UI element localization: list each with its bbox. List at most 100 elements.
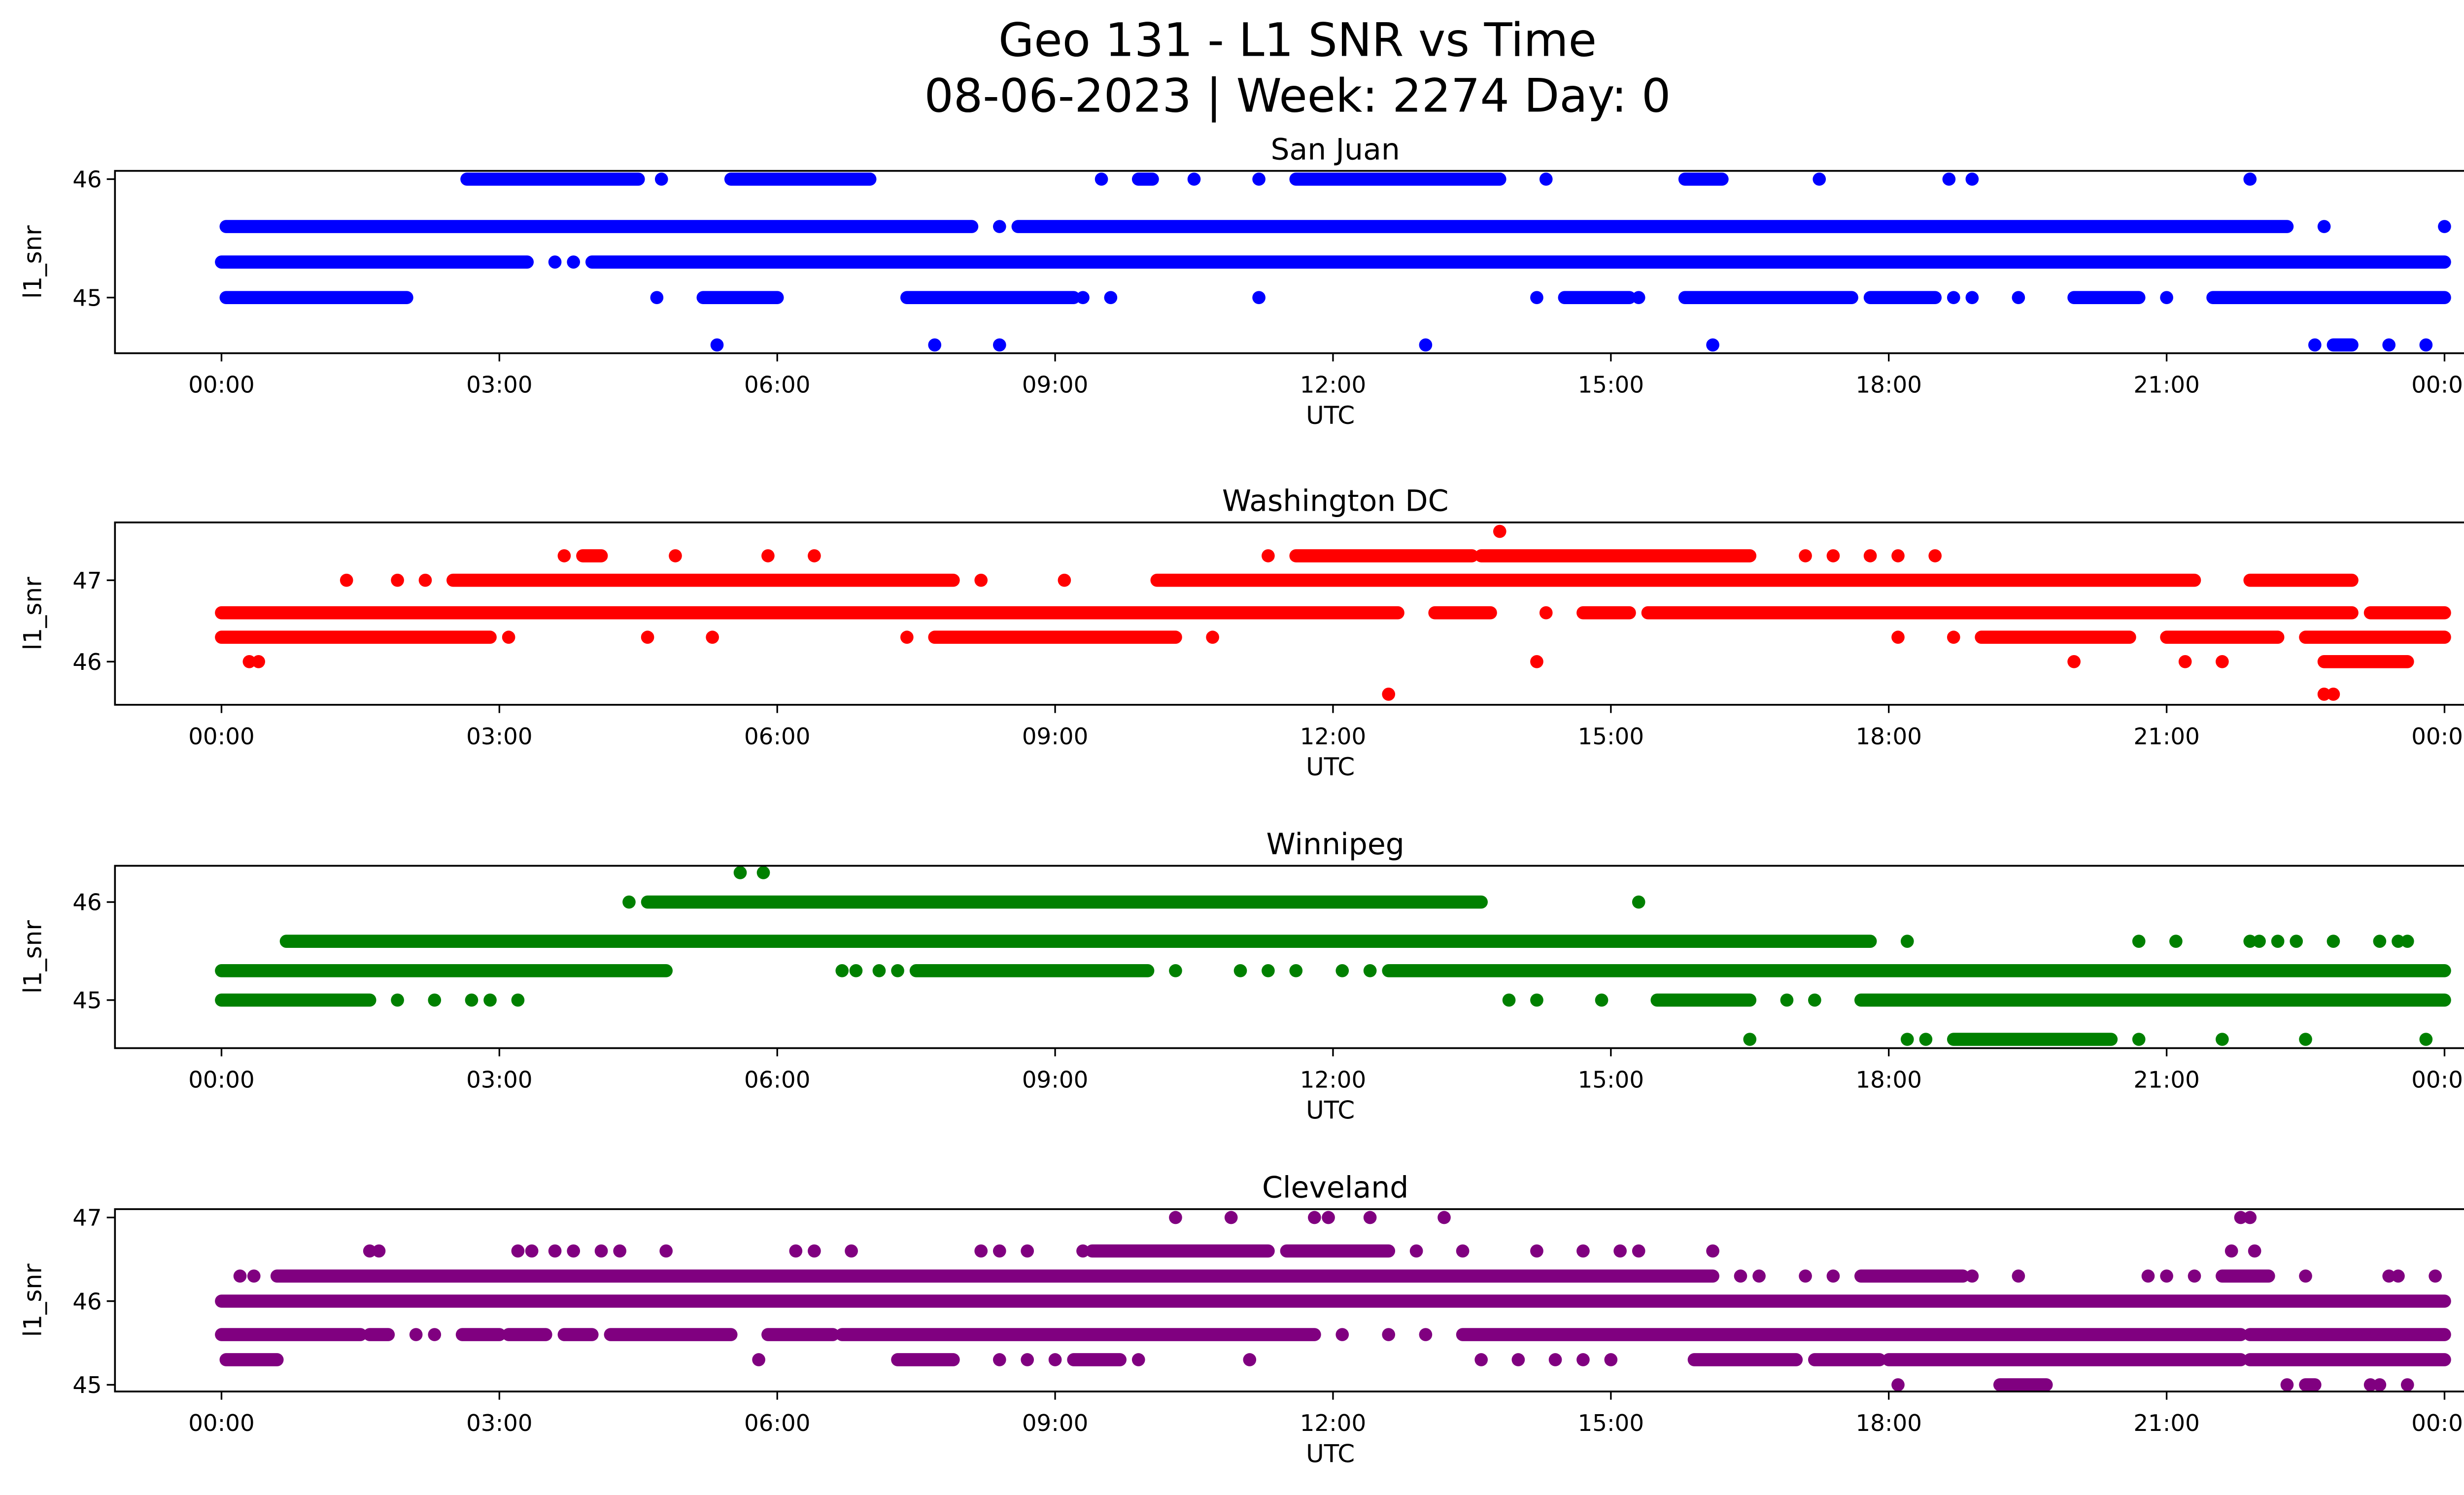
scatter-point-run bbox=[1131, 173, 1159, 186]
scatter-point bbox=[1780, 993, 1794, 1007]
scatter-point bbox=[2169, 935, 2183, 948]
scatter-point bbox=[1900, 1033, 1914, 1046]
scatter-point bbox=[2132, 935, 2146, 948]
scatter-point bbox=[710, 338, 724, 352]
scatter-point bbox=[1965, 173, 1979, 186]
scatter-point bbox=[849, 964, 863, 977]
scatter-point-run bbox=[1289, 549, 1479, 562]
x-tick-label: 21:00 bbox=[2133, 1067, 2199, 1093]
scatter-point bbox=[835, 964, 849, 977]
scatter-point-run bbox=[1289, 173, 1506, 186]
scatter-point-run bbox=[1882, 1353, 2248, 1366]
x-tick-label: 15:00 bbox=[1578, 1410, 1644, 1437]
scatter-point bbox=[2178, 655, 2192, 668]
scatter-point-run bbox=[219, 291, 413, 305]
scatter-point-run bbox=[604, 1328, 738, 1341]
scatter-point bbox=[1632, 291, 1645, 305]
y-tick-label: 47 bbox=[72, 1205, 102, 1232]
scatter-point bbox=[1965, 1269, 1979, 1283]
x-tick-label: 15:00 bbox=[1578, 372, 1644, 399]
scatter-point bbox=[1706, 338, 1719, 352]
scatter-point-run bbox=[835, 1328, 1321, 1341]
scatter-point bbox=[1539, 606, 1553, 620]
scatter-point-run bbox=[1854, 993, 2451, 1007]
x-tick-label: 00:00 bbox=[188, 372, 254, 399]
scatter-point bbox=[409, 1328, 423, 1341]
scatter-point bbox=[2327, 935, 2340, 948]
scatter-point-run bbox=[1678, 173, 1729, 186]
scatter-point bbox=[659, 1244, 673, 1258]
x-tick-label: 00:00 bbox=[2411, 1067, 2464, 1093]
scatter-point bbox=[1252, 291, 1266, 305]
scatter-point bbox=[1813, 173, 1826, 186]
x-tick-label: 00:00 bbox=[188, 1067, 254, 1093]
scatter-point bbox=[733, 866, 747, 879]
subplot-title: San Juan bbox=[1270, 132, 1400, 167]
scatter-point bbox=[2271, 935, 2285, 948]
scatter-point bbox=[1799, 1269, 1812, 1283]
x-axis-label: UTC bbox=[1306, 1096, 1355, 1125]
scatter-point bbox=[845, 1244, 858, 1258]
scatter-point-run bbox=[1687, 1353, 1803, 1366]
scatter-point bbox=[1252, 173, 1266, 186]
scatter-point-run bbox=[2206, 291, 2451, 305]
scatter-point bbox=[1576, 1353, 1590, 1366]
x-axis-label: UTC bbox=[1306, 753, 1355, 781]
scatter-point-run bbox=[279, 935, 1877, 948]
scatter-point-run bbox=[761, 1328, 840, 1341]
scatter-point-run bbox=[215, 606, 1404, 620]
scatter-point-run bbox=[2317, 655, 2414, 668]
x-tick-label: 21:00 bbox=[2133, 724, 2199, 750]
subplot-washington-dc: Washington DC 46 47 00:00 03:00 06:00 09:00 12:… bbox=[18, 484, 2464, 781]
x-tick-label: 00:00 bbox=[2411, 372, 2464, 399]
scatter-point bbox=[233, 1269, 247, 1283]
scatter-point bbox=[1419, 1328, 1433, 1341]
scatter-point-run bbox=[1280, 1244, 1396, 1258]
scatter-point bbox=[511, 1244, 525, 1258]
scatter-point bbox=[340, 573, 353, 587]
scatter-point-run bbox=[909, 964, 1155, 977]
scatter-point bbox=[247, 1269, 261, 1283]
scatter-point-run bbox=[724, 173, 877, 186]
scatter-point bbox=[1335, 964, 1349, 977]
scatter-point bbox=[992, 1353, 1006, 1366]
scatter-point bbox=[2373, 935, 2387, 948]
scatter-point bbox=[2299, 1033, 2312, 1046]
scatter-point bbox=[1900, 935, 1914, 948]
x-tick-label: 03:00 bbox=[466, 724, 532, 750]
scatter-point-run bbox=[641, 895, 1488, 909]
scatter-point bbox=[1243, 1353, 1257, 1366]
scatter-point bbox=[2400, 1378, 2414, 1391]
scatter-point bbox=[928, 338, 942, 352]
scatter-point-run bbox=[576, 549, 608, 562]
scatter-point bbox=[2363, 1378, 2377, 1391]
scatter-point bbox=[2243, 173, 2257, 186]
axes-frame bbox=[114, 865, 2464, 1049]
scatter-point bbox=[1808, 993, 1821, 1007]
scatter-point bbox=[1530, 1244, 1543, 1258]
scatter-point bbox=[1131, 1353, 1145, 1366]
scatter-point bbox=[1021, 1244, 1034, 1258]
scatter-point-run bbox=[2216, 1269, 2275, 1283]
scatter-point bbox=[1511, 1353, 1525, 1366]
y-tick-label: 46 bbox=[72, 167, 102, 193]
scatter-point bbox=[1947, 291, 1960, 305]
scatter-point bbox=[1363, 964, 1377, 977]
scatter-point bbox=[1891, 630, 1905, 644]
scatter-point bbox=[756, 866, 770, 879]
scatter-point-run bbox=[1150, 573, 2201, 587]
scatter-point bbox=[1734, 1269, 1747, 1283]
scatter-point bbox=[1928, 549, 1942, 562]
x-tick-label: 00:00 bbox=[188, 1410, 254, 1437]
scatter-point bbox=[1437, 1211, 1451, 1224]
scatter-point bbox=[1474, 1353, 1488, 1366]
scatter-point bbox=[1502, 993, 1516, 1007]
scatter-point bbox=[891, 964, 904, 977]
scatter-point bbox=[1595, 993, 1608, 1007]
scatter-point bbox=[992, 1244, 1006, 1258]
scatter-point-run bbox=[455, 1328, 506, 1341]
scatter-point bbox=[1058, 573, 1071, 587]
scatter-point bbox=[1076, 291, 1090, 305]
subplot-winnipeg: Winnipeg 45 46 00:00 03:00 06:00 09:00 12:00 15:… bbox=[18, 827, 2464, 1125]
scatter-point bbox=[1021, 1353, 1034, 1366]
